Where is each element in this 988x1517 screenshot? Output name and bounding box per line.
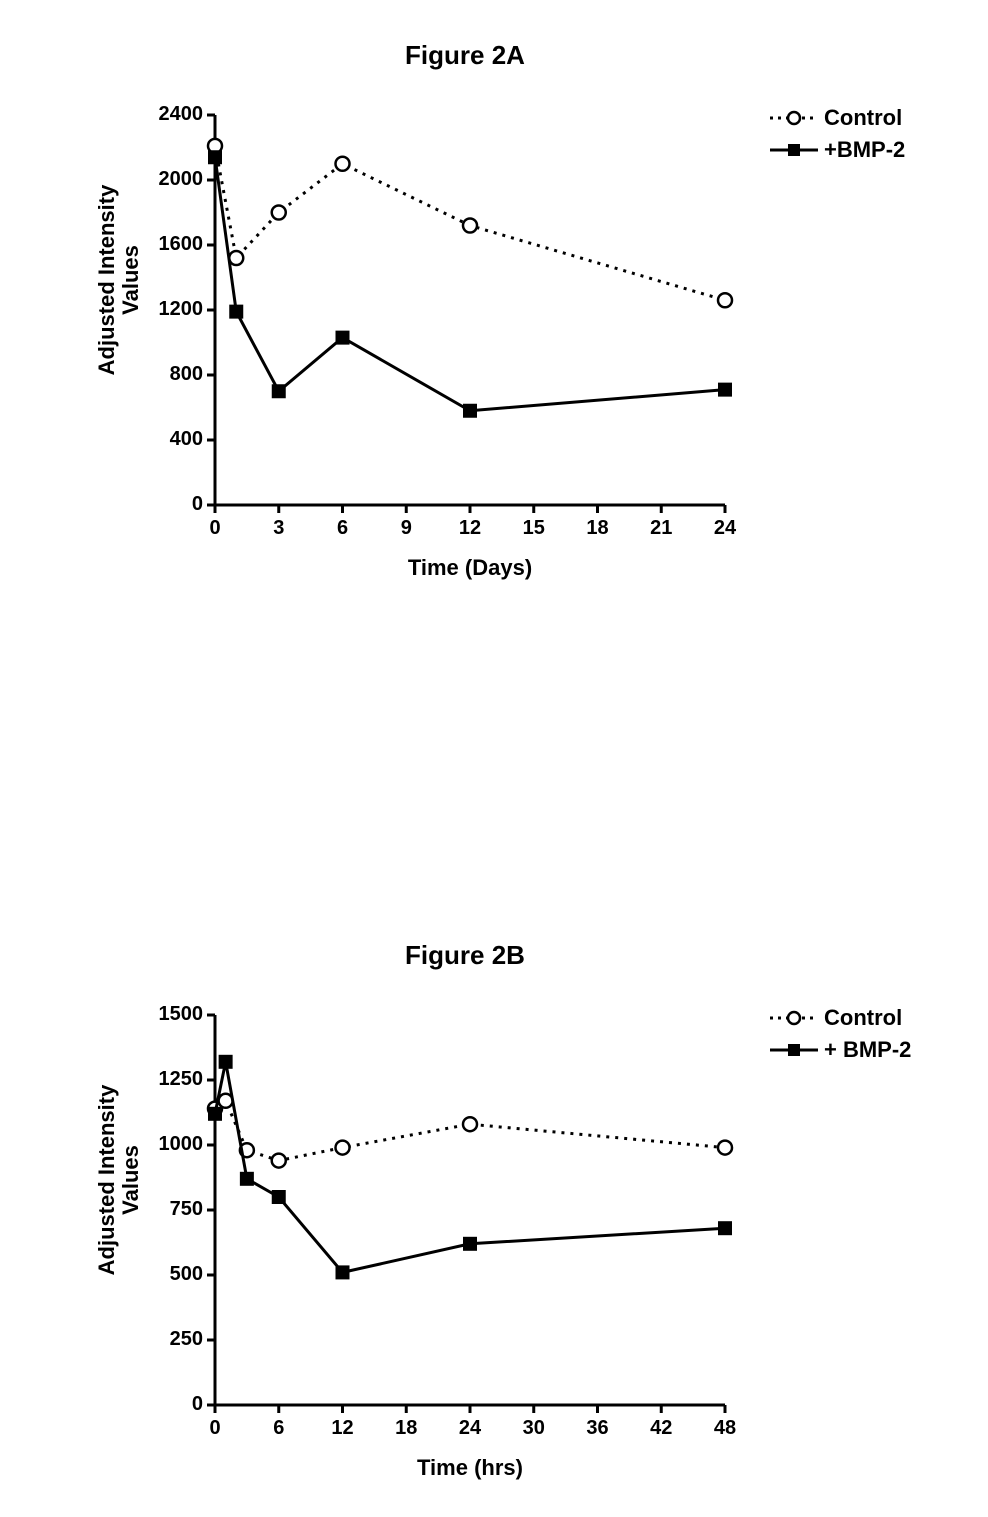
xtick-label: 12	[323, 1417, 363, 1440]
xtick-label: 6	[323, 517, 363, 540]
legend-sample-bmp2-b	[770, 1042, 818, 1058]
ytick-label: 750	[143, 1198, 203, 1221]
legend-label-bmp2: +BMP-2	[824, 137, 905, 163]
xtick-label: 18	[386, 1417, 426, 1440]
ytick-label: 0	[143, 493, 203, 516]
legend-row-bmp2: +BMP-2	[770, 137, 905, 163]
xtick-label: 42	[641, 1417, 681, 1440]
legend-sample-control-b	[770, 1010, 818, 1026]
xtick-label: 0	[195, 1417, 235, 1440]
figure-2b-plot	[195, 995, 755, 1435]
ytick-label: 1200	[143, 298, 203, 321]
ytick-label: 500	[143, 1263, 203, 1286]
figure-2a-xlabel: Time (Days)	[310, 555, 630, 581]
xtick-label: 6	[259, 1417, 299, 1440]
figure-2a-plot	[195, 95, 755, 535]
legend-row-bmp2-b: + BMP-2	[770, 1037, 911, 1063]
xtick-label: 15	[514, 517, 554, 540]
figure-2b-title: Figure 2B	[300, 940, 630, 971]
xtick-label: 48	[705, 1417, 745, 1440]
xtick-label: 3	[259, 517, 299, 540]
legend-sample-bmp2	[770, 142, 818, 158]
figure-2b-ylabel: Adjusted Intensity Values	[95, 1030, 143, 1330]
xtick-label: 0	[195, 517, 235, 540]
ytick-label: 2400	[143, 103, 203, 126]
xtick-label: 24	[705, 517, 745, 540]
xtick-label: 21	[641, 517, 681, 540]
ytick-label: 800	[143, 363, 203, 386]
figure-2a-ylabel-line1: Adjusted Intensity	[94, 185, 119, 376]
ytick-label: 250	[143, 1328, 203, 1351]
ytick-label: 1000	[143, 1133, 203, 1156]
ytick-label: 2000	[143, 168, 203, 191]
ytick-label: 1600	[143, 233, 203, 256]
legend-label-control-b: Control	[824, 1005, 902, 1031]
ytick-label: 400	[143, 428, 203, 451]
xtick-label: 36	[578, 1417, 618, 1440]
xtick-label: 18	[578, 517, 618, 540]
ytick-label: 1500	[143, 1003, 203, 1026]
legend-label-bmp2-b: + BMP-2	[824, 1037, 911, 1063]
figure-2b-legend: Control + BMP-2	[770, 1005, 911, 1069]
xtick-label: 30	[514, 1417, 554, 1440]
figure-2b-xlabel: Time (hrs)	[330, 1455, 610, 1481]
legend-row-control-b: Control	[770, 1005, 911, 1031]
legend-sample-control	[770, 110, 818, 126]
ytick-label: 1250	[143, 1068, 203, 1091]
xtick-label: 24	[450, 1417, 490, 1440]
figure-2a-ylabel-line2: Values	[118, 245, 143, 315]
xtick-label: 12	[450, 517, 490, 540]
figure-2a-panel: Figure 2A Adjusted Intensity Values Time…	[0, 0, 988, 650]
figure-2a-ylabel: Adjusted Intensity Values	[95, 130, 143, 430]
figure-2b-ylabel-line2: Values	[118, 1145, 143, 1215]
figure-2a-legend: Control +BMP-2	[770, 105, 905, 169]
legend-label-control: Control	[824, 105, 902, 131]
figure-2b-panel: Figure 2B Adjusted Intensity Values Time…	[0, 900, 988, 1517]
ytick-label: 0	[143, 1393, 203, 1416]
figure-2a-title: Figure 2A	[300, 40, 630, 71]
page: { "background_color": "#ffffff", "axis_c…	[0, 0, 988, 1517]
xtick-label: 9	[386, 517, 426, 540]
figure-2b-ylabel-line1: Adjusted Intensity	[94, 1085, 119, 1276]
legend-row-control: Control	[770, 105, 905, 131]
